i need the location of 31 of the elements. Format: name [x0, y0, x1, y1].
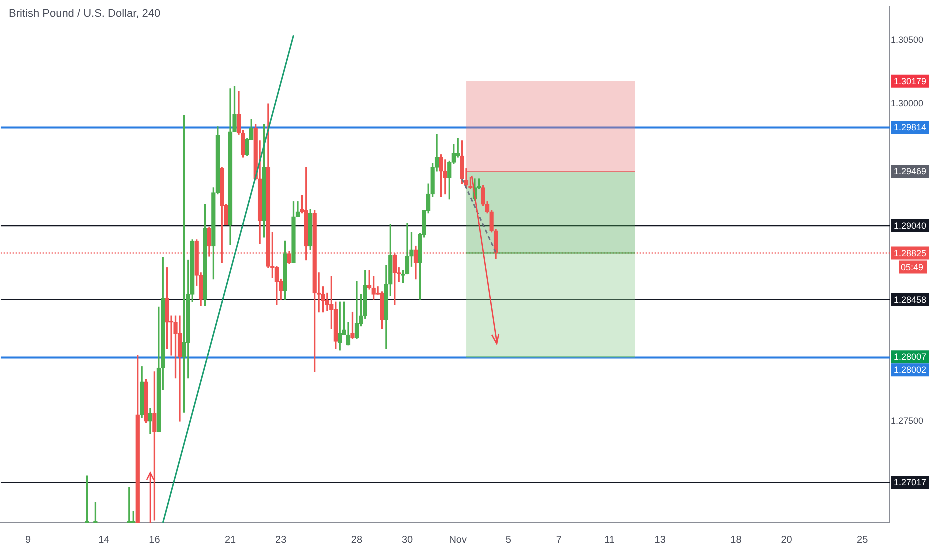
candlestick: [178, 316, 182, 422]
x-tick-label: 9: [26, 534, 32, 546]
annotation: 1.30179: [894, 76, 927, 86]
ref-line-label: 1.28458: [894, 294, 927, 305]
x-tick-label: 23: [276, 534, 288, 546]
x-tick-label: 28: [351, 534, 363, 546]
x-tick-label: Nov: [449, 534, 467, 546]
x-tick-label: 16: [149, 534, 161, 546]
y-tick-label: 1.30000: [891, 98, 924, 109]
y-tick-label: 1.30500: [891, 35, 924, 46]
x-tick-label: 7: [556, 534, 562, 546]
ref-line-label: 1.29814: [894, 122, 927, 133]
chart-title: British Pound / U.S. Dollar, 240: [9, 8, 161, 20]
candlestick: [354, 282, 360, 340]
ref-line-label: 1.28002: [894, 365, 927, 376]
ref-line-label: 1.29040: [894, 220, 927, 231]
x-tick-label: 20: [781, 534, 793, 546]
x-tick-label: 5: [506, 534, 512, 546]
ref-line-label: 1.28825: [894, 248, 927, 258]
x-tick-label: 13: [654, 534, 666, 546]
x-tick-label: 14: [98, 534, 110, 546]
y-tick-label: 1.27500: [891, 416, 924, 426]
annotation: 1.29469: [894, 166, 927, 177]
x-tick-label: 11: [604, 534, 616, 546]
ref-line-label: 1.27017: [894, 478, 927, 488]
x-tick-label: 30: [402, 534, 414, 546]
annotation: 1.28007: [894, 352, 927, 362]
text: 05:49: [901, 262, 924, 272]
x-tick-label: 18: [730, 534, 742, 546]
x-tick-label: 21: [224, 534, 237, 546]
x-tick-label: 25: [857, 534, 869, 546]
